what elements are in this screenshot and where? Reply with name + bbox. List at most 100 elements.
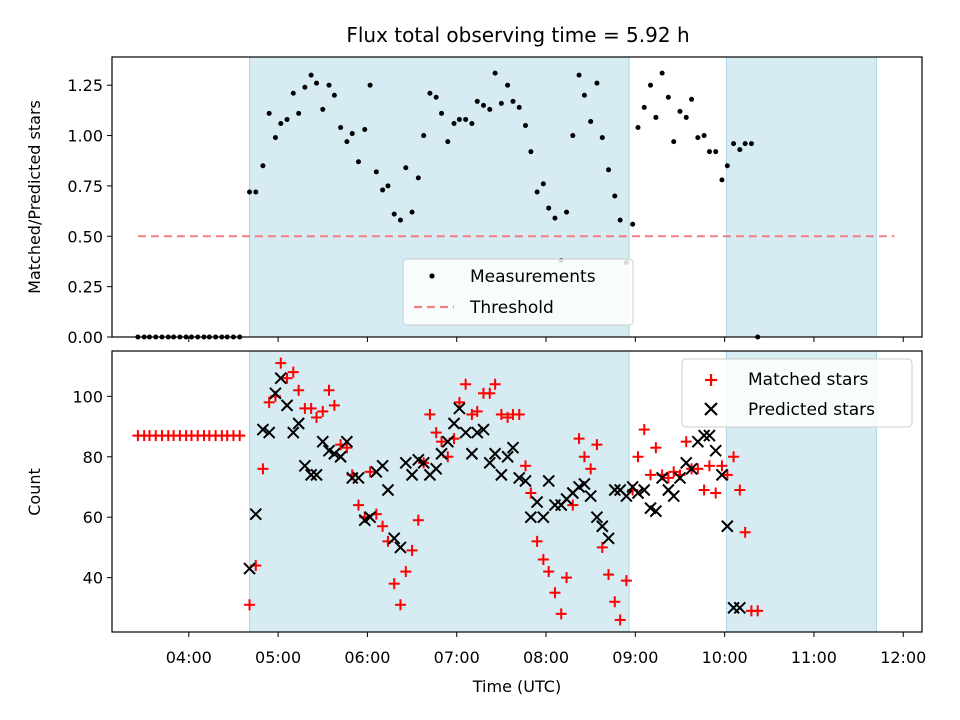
measurement-point xyxy=(456,116,462,122)
predicted-star-stroke-b xyxy=(304,468,318,482)
predicted-star-stroke-b xyxy=(602,532,615,545)
measurement-point xyxy=(617,217,623,223)
measurement-point xyxy=(546,205,552,211)
bottom-panel: 40 60 80 100 04:00 05:00 06:00 07:00 08:00 09:00… xyxy=(25,350,926,696)
predicted-star-stroke-b xyxy=(733,601,747,615)
predicted-star-point xyxy=(363,510,377,524)
top-y-axis-label: Matched/Predicted stars xyxy=(25,100,44,294)
predicted-star-stroke-b xyxy=(495,468,508,482)
predicted-star-stroke-b xyxy=(387,532,401,545)
matched-star-point xyxy=(234,430,246,442)
top-ytick-label: 1.00 xyxy=(67,127,103,146)
predicted-star-stroke-b xyxy=(667,489,680,503)
predicted-star-stroke-b xyxy=(626,480,639,494)
bottom-legend-box xyxy=(681,358,913,428)
legend-threshold-label: Threshold xyxy=(469,298,554,318)
measurement-point xyxy=(516,104,522,110)
predicted-star-point xyxy=(381,483,395,497)
predicted-star-stroke-b xyxy=(596,520,609,533)
matched-star-point xyxy=(525,487,537,499)
predicted-star-stroke-b xyxy=(435,447,448,460)
predicted-star-point xyxy=(453,402,466,415)
matched-star-point xyxy=(424,408,436,420)
predicted-star-point xyxy=(578,477,591,491)
matched-star-point xyxy=(614,614,626,626)
matched-star-point xyxy=(620,575,632,587)
predicted-star-point xyxy=(530,495,544,509)
measurement-point xyxy=(648,82,654,88)
predicted-star-point xyxy=(298,459,312,473)
predicted-star-stroke-b xyxy=(256,423,270,436)
matched-star-point xyxy=(513,408,525,420)
matched-star-point xyxy=(591,439,603,451)
predicted-star-point xyxy=(304,468,318,482)
predicted-star-stroke-b xyxy=(310,468,323,482)
predicted-star-point xyxy=(405,468,419,482)
matched-star-point xyxy=(430,427,442,439)
measurement-point xyxy=(284,116,290,122)
predicted-star-point xyxy=(537,510,550,524)
predicted-star-stroke-b xyxy=(685,462,698,476)
matched-star-point xyxy=(244,599,256,611)
predicted-star-stroke-b xyxy=(441,435,454,448)
matched-star-point xyxy=(668,466,680,478)
predicted-star-point xyxy=(334,450,347,463)
matched-star-point xyxy=(489,378,501,390)
bottom-ytick-label: 80 xyxy=(83,448,103,467)
legend-predicted-label: Predicted stars xyxy=(748,400,875,420)
predicted-star-stroke-b xyxy=(519,474,532,488)
matched-star-point xyxy=(638,424,650,436)
measurement-point xyxy=(266,110,272,116)
bottom-xtick-label: 05:00 xyxy=(255,648,301,667)
predicted-star-point xyxy=(513,471,526,485)
matched-star-point xyxy=(692,463,704,475)
predicted-star-stroke-b xyxy=(578,477,591,491)
predicted-star-point xyxy=(506,441,520,454)
measurement-point xyxy=(302,84,308,90)
predicted-star-point xyxy=(352,471,365,485)
predicted-star-stroke-b xyxy=(412,453,425,466)
measurement-point xyxy=(528,149,534,155)
bottom-ytick-label: 60 xyxy=(83,508,103,527)
measurement-point xyxy=(469,120,475,126)
predicted-star-point xyxy=(310,468,323,482)
predicted-star-stroke-b xyxy=(709,444,722,457)
predicted-star-stroke-b xyxy=(340,435,354,448)
predicted-star-point xyxy=(501,450,514,463)
top-ytick-label: 0.25 xyxy=(67,278,103,297)
bottom-xtick-label: 09:00 xyxy=(612,648,658,667)
measurement-point xyxy=(719,177,725,183)
predicted-star-stroke-b xyxy=(352,471,365,485)
predicted-star-stroke-b xyxy=(524,510,538,524)
predicted-star-point xyxy=(262,426,276,439)
measurement-point xyxy=(612,193,618,199)
bottom-x-axis: 04:00 05:00 06:00 07:00 08:00 09:00 10:00 11:00… xyxy=(166,632,926,667)
matched-star-point xyxy=(645,469,657,481)
measurement-point xyxy=(540,181,546,187)
predicted-star-stroke-b xyxy=(292,417,305,430)
measurement-point xyxy=(320,106,326,112)
predicted-star-point xyxy=(274,371,287,385)
predicted-star-point xyxy=(292,417,305,430)
matched-star-point xyxy=(609,596,621,608)
predicted-star-point xyxy=(697,429,711,442)
bottom-xtick-label: 04:00 xyxy=(166,648,212,667)
matched-star-point xyxy=(460,378,472,390)
measurement-point xyxy=(344,139,350,145)
bottom-ytick-label: 100 xyxy=(72,387,103,406)
measurement-point xyxy=(588,118,594,124)
predicted-star-point xyxy=(673,471,687,485)
measurement-point xyxy=(713,149,719,155)
measurement-point xyxy=(433,94,439,100)
matched-star-point xyxy=(484,387,496,399)
predicted-star-stroke-b xyxy=(376,459,389,473)
predicted-star-stroke-b xyxy=(483,456,496,470)
matched-star-point xyxy=(406,544,418,556)
predicted-star-point xyxy=(721,520,734,533)
measurement-point xyxy=(695,135,701,141)
measurement-point xyxy=(737,147,743,153)
top-legend: Measurements Threshold xyxy=(402,258,634,326)
predicted-star-stroke-b xyxy=(459,426,472,439)
measurement-point xyxy=(326,82,332,88)
predicted-star-point xyxy=(376,459,389,473)
